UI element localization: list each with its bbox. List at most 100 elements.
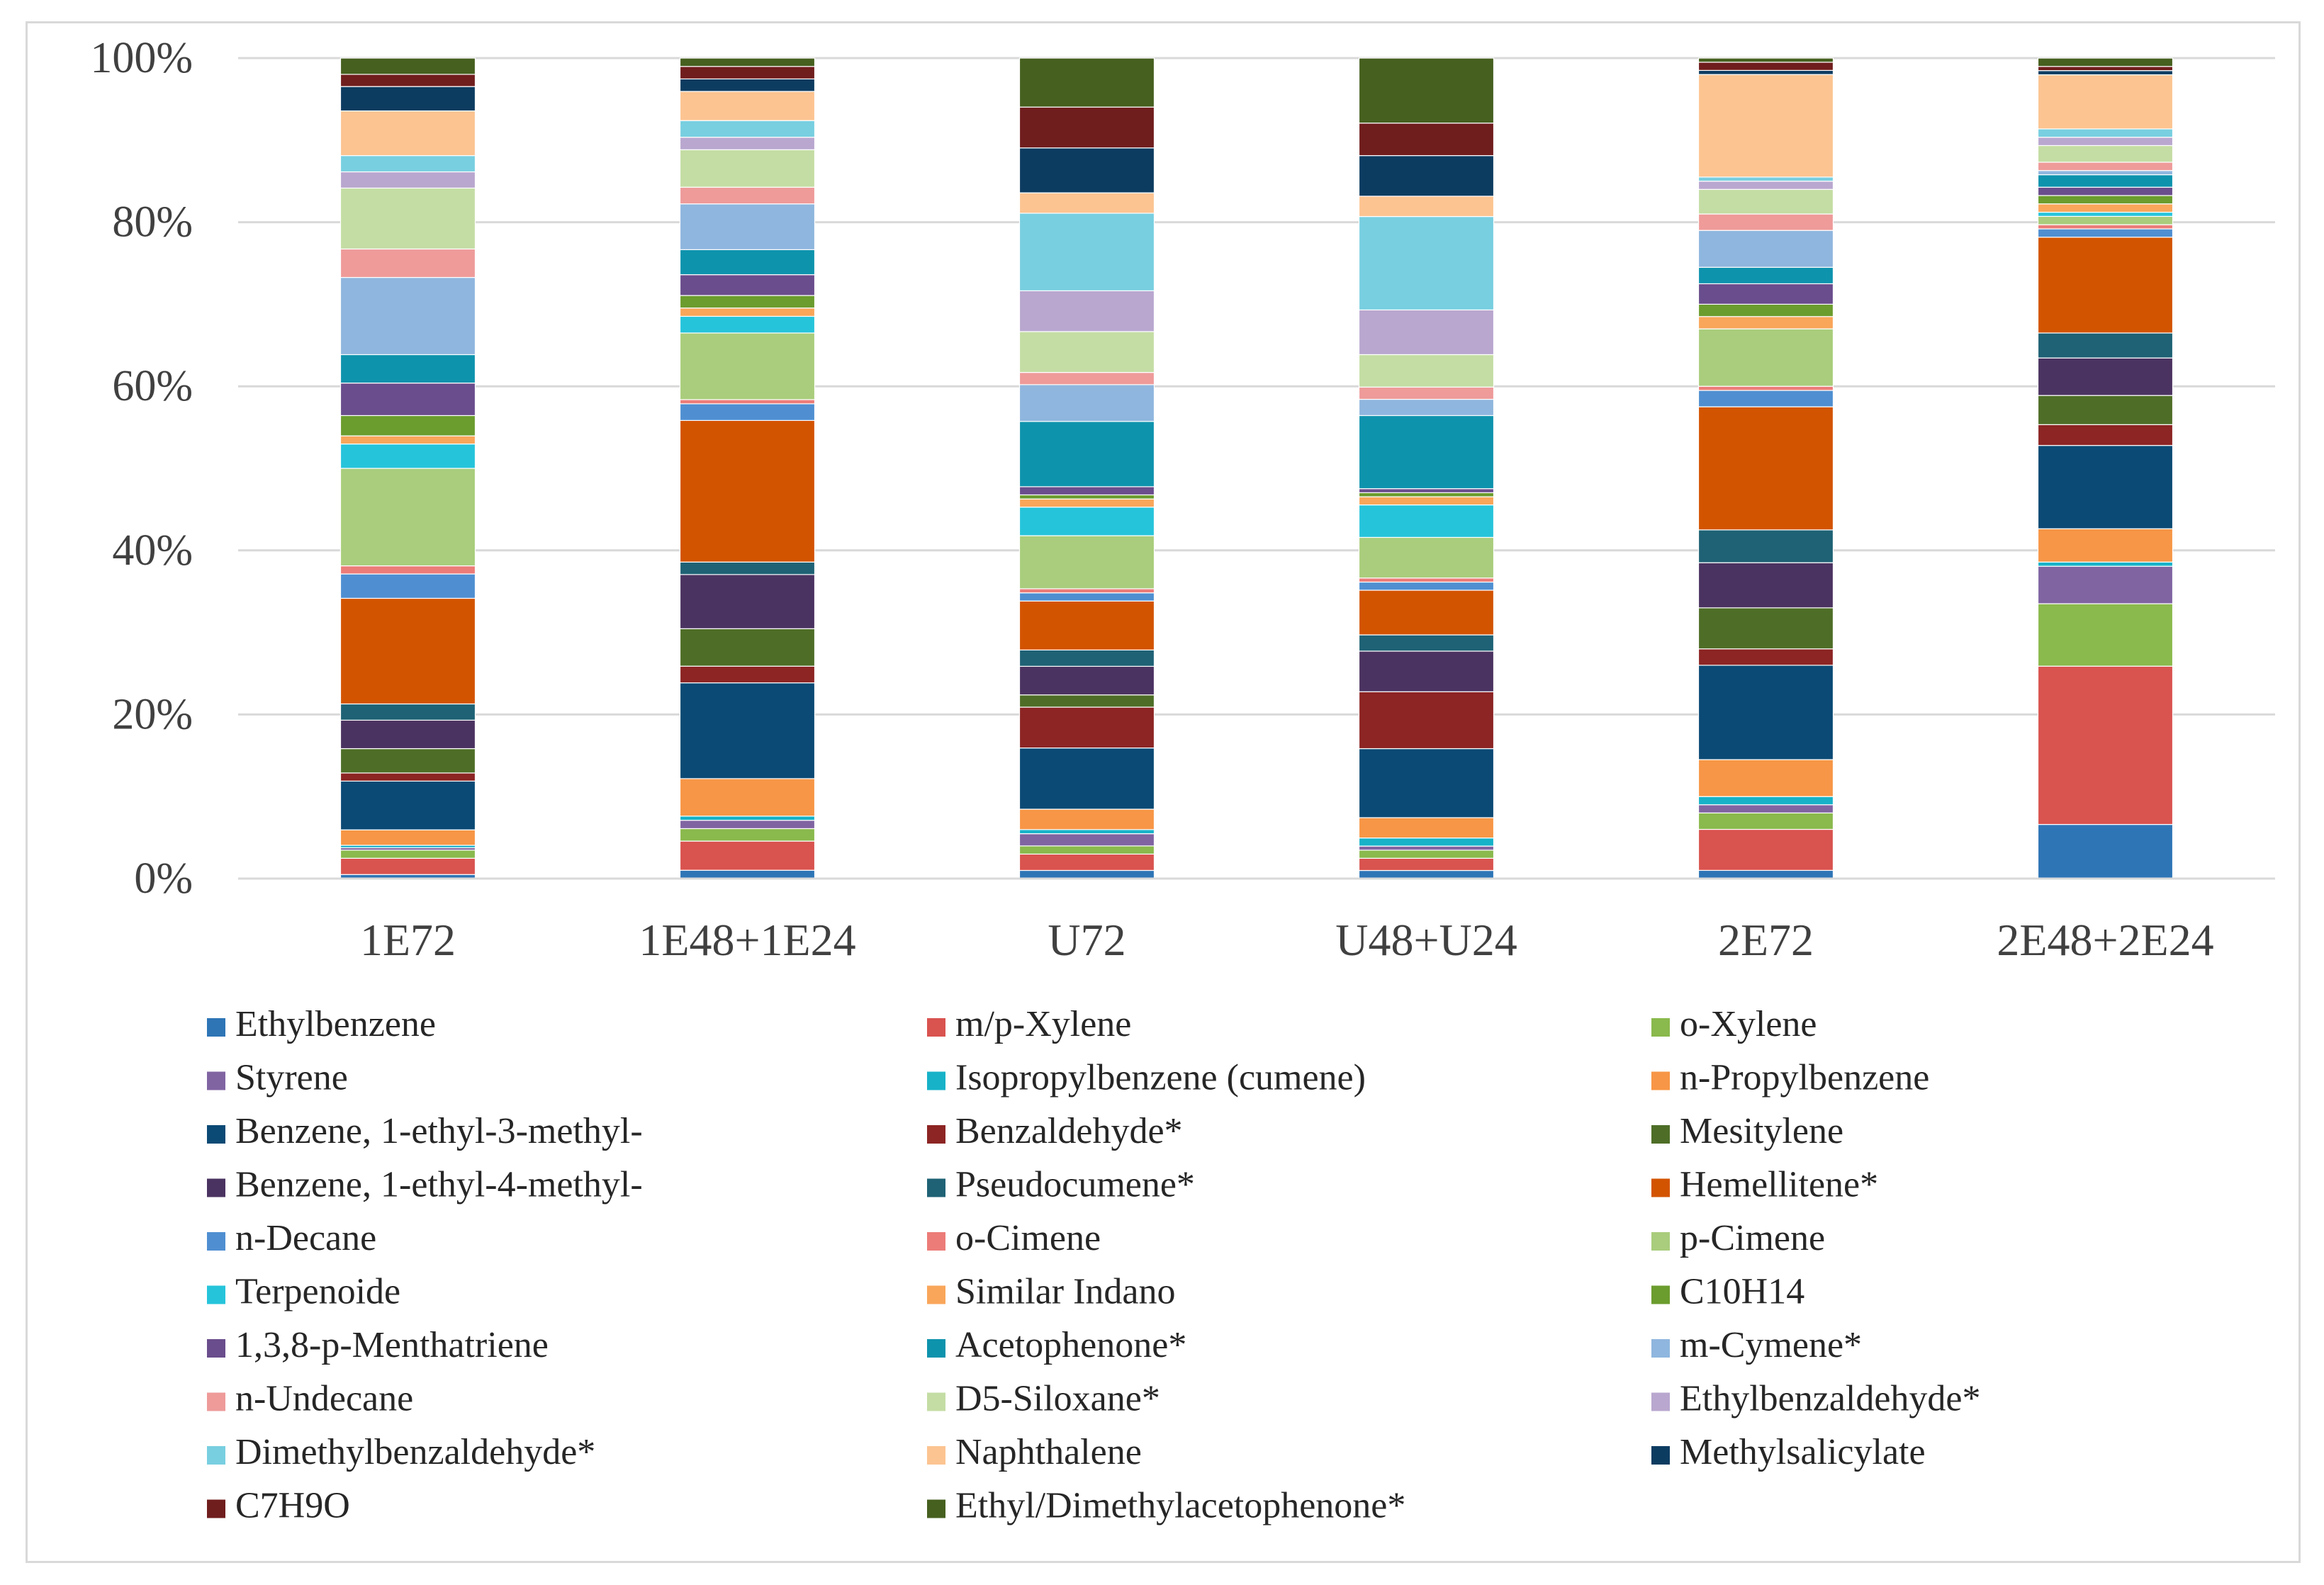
bar-segment (1697, 328, 1834, 387)
bar-segment (1018, 213, 1155, 291)
legend-item: D5-Siloxane* (927, 1379, 1160, 1419)
bar-segment (1358, 154, 1495, 197)
bar-segment (679, 203, 816, 250)
legend-item: Similar Indano (927, 1272, 1176, 1312)
y-tick-label: 100% (90, 34, 193, 82)
bar-segment (1697, 69, 1834, 75)
legend-label: Ethyl/Dimethylacetophenone* (955, 1486, 1405, 1526)
legend-label: o-Xylene (1680, 1004, 1817, 1044)
y-tick-label: 60% (112, 362, 193, 410)
bar-segment (679, 628, 816, 667)
legend-item: n-Decane (207, 1218, 376, 1258)
legend-swatch (207, 1018, 225, 1037)
bar-segment (1018, 147, 1155, 193)
x-tick-label: 1E72 (360, 915, 456, 965)
bar-segment (1697, 230, 1834, 268)
legend-label: Benzene, 1-ethyl-3-methyl- (235, 1111, 643, 1151)
bar-segment (1697, 390, 1834, 407)
legend-label: Ethylbenzaldehyde* (1680, 1379, 1981, 1419)
bar-segment (2037, 170, 2174, 176)
bar-segment (1358, 414, 1495, 490)
bar-segment (1697, 796, 1834, 806)
bar-segment (1358, 817, 1495, 839)
bar-segment (2037, 203, 2174, 213)
bar-segment (1358, 581, 1495, 591)
bar-segment (1358, 496, 1495, 506)
bar-segment (1358, 309, 1495, 356)
bar-segment (1697, 283, 1834, 305)
bar-segment (679, 308, 816, 317)
legend-label: Acetophenone* (955, 1325, 1186, 1365)
bar-segment (339, 276, 476, 356)
bar-segment (1018, 486, 1155, 496)
bar-segment (679, 828, 816, 842)
bar-segment (339, 171, 476, 189)
bar-segment (339, 435, 476, 445)
bar-segment (679, 274, 816, 296)
bar-segment (1358, 492, 1495, 497)
bar-segment (1018, 494, 1155, 500)
bar-segment (2037, 66, 2174, 72)
bar-segment (1358, 577, 1495, 583)
bar-segment (679, 574, 816, 629)
bar-segment (1697, 529, 1834, 563)
legend-item: Dimethylbenzaldehyde* (207, 1432, 595, 1472)
bar-segment (339, 414, 476, 436)
x-tick-label: U48+U24 (1335, 915, 1517, 965)
legend-item: Hemellitene* (1651, 1165, 1878, 1205)
bar-segment (339, 187, 476, 250)
legend-label: n-Decane (235, 1218, 376, 1258)
bar-stack (679, 57, 816, 879)
bar-segment (339, 597, 476, 705)
bar-segment (679, 682, 816, 779)
bar-segment (339, 444, 476, 469)
legend-item: Ethyl/Dimethylacetophenone* (927, 1486, 1405, 1526)
legend-label: Ethylbenzene (235, 1004, 436, 1044)
legend-label: Dimethylbenzaldehyde* (235, 1432, 595, 1472)
bar-segment (1697, 665, 1834, 760)
bar-segment (2037, 224, 2174, 230)
bar-segment (2037, 445, 2174, 529)
legend-item: Styrene (207, 1058, 348, 1098)
bar-segment (1697, 303, 1834, 317)
y-tick-label: 0% (134, 854, 193, 903)
bar-segment (1697, 869, 1834, 879)
bar-segment (1358, 386, 1495, 400)
legend-item: Benzaldehyde* (927, 1111, 1183, 1151)
bar-segment (1018, 829, 1155, 835)
bar-segment (679, 249, 816, 276)
bar-segment (1018, 845, 1155, 855)
legend-item: C7H9O (207, 1486, 350, 1526)
legend-swatch (927, 1285, 945, 1304)
legend-label: Naphthalene (955, 1432, 1142, 1472)
bar-segment (2037, 186, 2174, 196)
bar-segment (339, 573, 476, 599)
bar-segment (2037, 565, 2174, 604)
bar-segment (1018, 421, 1155, 487)
bar-segment (1358, 196, 1495, 218)
bar-stack (2037, 57, 2174, 879)
bar-segment (1018, 808, 1155, 830)
legend-label: m-Cymene* (1680, 1325, 1862, 1365)
bar-segment (2037, 145, 2174, 163)
bar-segment (1697, 648, 1834, 666)
legend-swatch (1651, 1285, 1670, 1304)
bar-segment (1018, 706, 1155, 749)
bar-segment (1018, 384, 1155, 422)
legend-item: Benzene, 1-ethyl-3-methyl- (207, 1111, 643, 1151)
legend-item: 1,3,8-p-Menthatriene (207, 1325, 549, 1365)
legend-label: Pseudocumene* (955, 1165, 1195, 1205)
bar-segment (1358, 488, 1495, 493)
y-tick-label: 80% (112, 198, 193, 247)
bar-segment (1358, 590, 1495, 636)
legend-item: o-Cimene (927, 1218, 1101, 1258)
bar-segment (339, 748, 476, 774)
bar-segment (1697, 74, 1834, 178)
bar-segment (2037, 603, 2174, 667)
legend-label: Terpenoide (235, 1272, 400, 1312)
bar-segment (339, 850, 476, 859)
legend-swatch (927, 1339, 945, 1358)
bar-segment (679, 66, 816, 79)
bar-segment (679, 399, 816, 405)
bar-segment (1018, 507, 1155, 536)
